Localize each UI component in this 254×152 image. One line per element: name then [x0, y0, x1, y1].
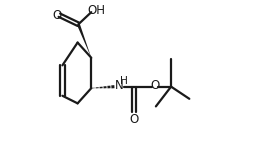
Text: O: O: [150, 79, 160, 92]
Text: OH: OH: [87, 4, 105, 17]
Polygon shape: [77, 24, 91, 58]
Text: O: O: [52, 9, 61, 22]
Text: N: N: [115, 79, 123, 92]
Text: H: H: [120, 76, 128, 86]
Text: O: O: [129, 113, 138, 126]
